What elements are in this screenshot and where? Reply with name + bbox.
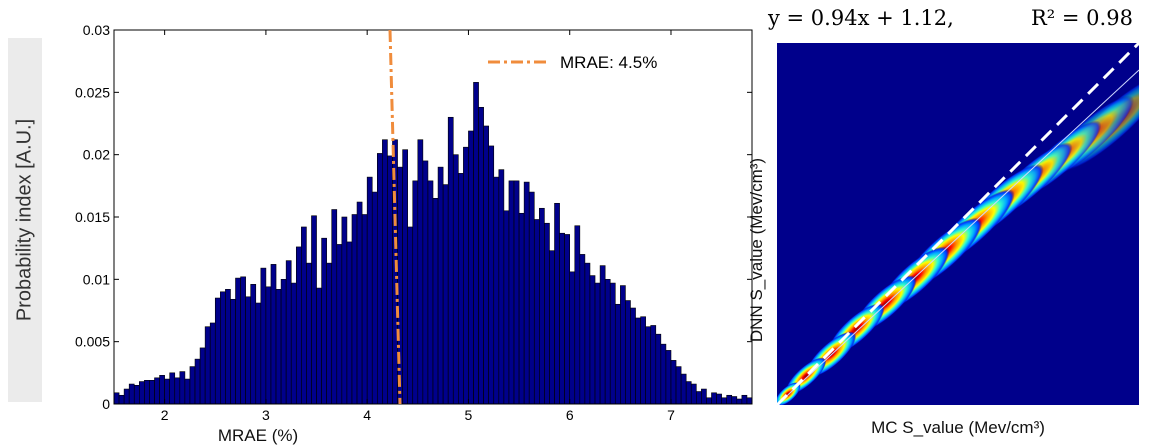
y-axis-label-background (8, 38, 42, 402)
legend-label: MRAE: 4.5% (560, 53, 657, 72)
heatmap-x-axis-label: MC S_value (Mev/cm³) (871, 418, 1045, 437)
x-tick-label: 3 (262, 407, 270, 423)
x-tick-label: 4 (363, 407, 371, 423)
x-tick-label: 6 (566, 407, 574, 423)
histogram-x-axis-label: MRAE (%) (217, 426, 299, 445)
y-tick-label: 0.01 (83, 271, 110, 287)
y-tick-label: 0.015 (75, 209, 110, 225)
mrae-vertical-line (388, 29, 402, 405)
identity-line (775, 41, 1141, 407)
y-tick-label: 0.005 (75, 334, 110, 350)
y-tick-label: 0.025 (75, 84, 110, 100)
y-tick-label: 0.03 (83, 22, 110, 38)
fit-line (776, 69, 1140, 406)
regression-equation: y = 0.94x + 1.12, (768, 6, 954, 30)
heatmap-y-axis-label: DNN S_value (Mev/cm³) (747, 157, 766, 343)
x-tick-label: 2 (161, 407, 169, 423)
y-tick-label: 0.02 (83, 147, 110, 163)
r-squared-value: R² = 0.98 (1031, 6, 1133, 30)
x-tick-label: 5 (465, 407, 473, 423)
y-tick-label: 0 (102, 396, 110, 412)
x-tick-label: 7 (667, 407, 675, 423)
